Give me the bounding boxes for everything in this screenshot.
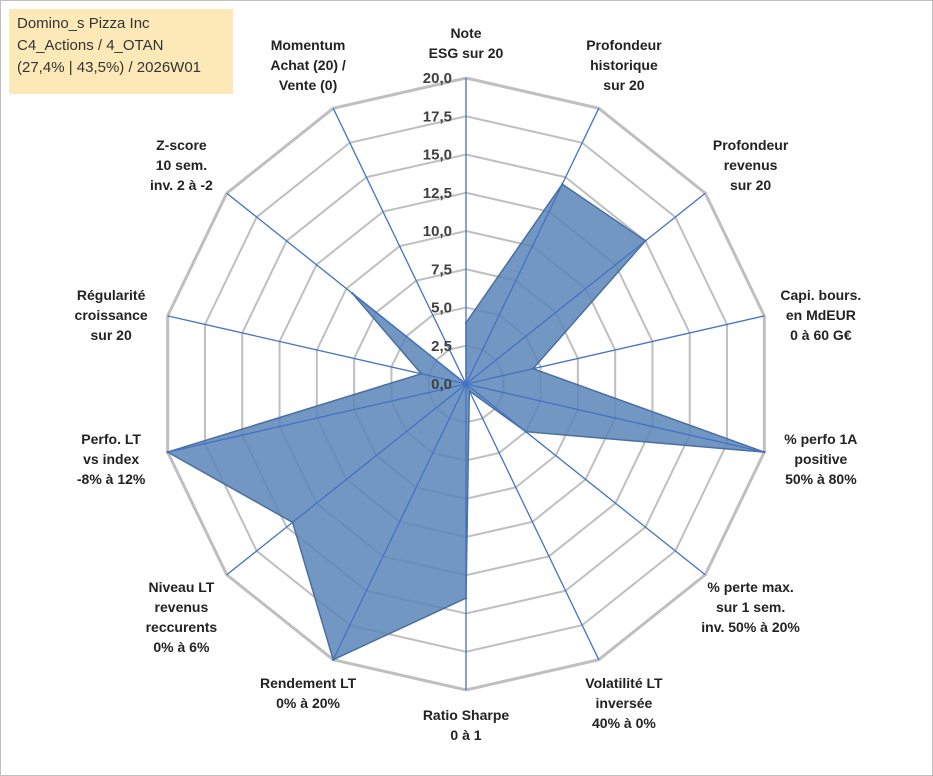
- axis-label-line: Z-score: [156, 137, 207, 153]
- axis-label-line: en MdEUR: [786, 307, 856, 323]
- axis-spoke: [465, 108, 600, 385]
- axis-spoke: [226, 192, 467, 385]
- axis-label-line: inv. 2 à -2: [150, 177, 213, 193]
- tick-label: 17,5: [423, 108, 452, 125]
- axis-label: Z-score 10 sem. inv. 2 à -2: [150, 137, 213, 193]
- axis-label: % perfo 1A positive 50% à 80%: [784, 431, 857, 487]
- axis-label-line: ESG sur 20: [429, 45, 504, 61]
- axis-spoke: [332, 108, 467, 385]
- axis-label-line: 0% à 6%: [153, 639, 210, 655]
- axis-label: % perte max. sur 1 sem. inv. 50% à 20%: [701, 579, 800, 635]
- axis-spoke: [167, 383, 467, 453]
- axis-label: Ratio Sharpe 0 à 1: [423, 707, 510, 743]
- axis-label-line: sur 20: [730, 177, 771, 193]
- radar-axis-labels: Note ESG sur 20 Profondeur historique sur 20…: [75, 25, 862, 743]
- radar-spokes: [167, 78, 765, 690]
- axis-label-line: 0 à 1: [450, 727, 481, 743]
- axis-label-line: 0 à 60 G€: [790, 327, 852, 343]
- info-category: C4_Actions / 4_OTAN: [17, 37, 164, 54]
- axis-label: Profondeur revenus sur 20: [713, 137, 789, 193]
- axis-label-line: Achat (20) /: [270, 57, 346, 73]
- axis-label: Volatilité LT inversée 40% à 0%: [585, 675, 663, 731]
- axis-label-line: sur 20: [603, 77, 644, 93]
- axis-label-line: 40% à 0%: [592, 715, 656, 731]
- tick-label: 5,0: [431, 300, 452, 317]
- axis-label-line: 0% à 20%: [276, 695, 340, 711]
- axis-label-line: Momentum: [271, 37, 346, 53]
- axis-label-line: revenus: [155, 599, 209, 615]
- tick-label: 12,5: [423, 185, 452, 202]
- axis-label-line: Note: [450, 25, 481, 41]
- axis-label-line: 10 sem.: [156, 157, 207, 173]
- axis-spoke: [465, 383, 600, 660]
- axis-label: Momentum Achat (20) / Vente (0): [270, 37, 346, 93]
- tick-label: 0,0: [431, 376, 452, 393]
- axis-label-line: sur 20: [91, 327, 132, 343]
- axis-label-line: croissance: [75, 307, 148, 323]
- axis-label-line: historique: [590, 57, 658, 73]
- axis-label-line: Profondeur: [586, 37, 662, 53]
- tick-label: 10,0: [423, 223, 452, 240]
- axis-label-line: reccurents: [146, 619, 218, 635]
- axis-label-line: Vente (0): [279, 77, 337, 93]
- axis-label: Rendement LT 0% à 20%: [260, 675, 357, 711]
- axis-label-line: Volatilité LT: [585, 675, 663, 691]
- axis-label-line: positive: [794, 451, 847, 467]
- axis-label-line: % perfo 1A: [784, 431, 857, 447]
- axis-label: Régularité croissance sur 20: [75, 287, 148, 343]
- axis-spoke: [226, 383, 467, 576]
- axis-spoke: [332, 383, 467, 660]
- info-company-name: Domino_s Pizza Inc: [17, 15, 150, 32]
- info-stats: (27,4% | 43,5%) / 2026W01: [17, 59, 201, 76]
- tick-label: 7,5: [431, 261, 452, 278]
- axis-label-line: revenus: [724, 157, 778, 173]
- axis-label: Note ESG sur 20: [429, 25, 504, 61]
- tick-label: 2,5: [431, 338, 452, 355]
- axis-label: Profondeur historique sur 20: [586, 37, 662, 93]
- axis-label-line: Perfo. LT: [81, 431, 141, 447]
- axis-spoke: [465, 383, 706, 576]
- tick-label: 20,0: [423, 70, 452, 87]
- axis-label-line: sur 1 sem.: [716, 599, 785, 615]
- axis-label-line: Régularité: [77, 287, 146, 303]
- axis-label-line: Niveau LT: [148, 579, 214, 595]
- radar-tick-labels: 0,0 2,5 5,0 7,5 10,0 12,5 15,0 17,5 20,0: [423, 70, 452, 393]
- axis-spoke: [465, 315, 765, 385]
- axis-label-line: vs index: [83, 451, 139, 467]
- tick-label: 15,0: [423, 147, 452, 164]
- axis-spoke: [465, 192, 706, 385]
- axis-label-line: inv. 50% à 20%: [701, 619, 800, 635]
- axis-label-line: Profondeur: [713, 137, 789, 153]
- axis-label-line: -8% à 12%: [77, 471, 146, 487]
- axis-label: Niveau LT revenus reccurents 0% à 6%: [146, 579, 218, 655]
- axis-label: Capi. bours. en MdEUR 0 à 60 G€: [780, 287, 861, 343]
- axis-label-line: Capi. bours.: [780, 287, 861, 303]
- axis-label-line: Rendement LT: [260, 675, 357, 691]
- axis-label: Perfo. LT vs index -8% à 12%: [77, 431, 146, 487]
- axis-label-line: inversée: [596, 695, 653, 711]
- axis-label-line: 50% à 80%: [785, 471, 857, 487]
- axis-spoke: [465, 383, 765, 453]
- axis-spoke: [167, 315, 467, 385]
- axis-label-line: Ratio Sharpe: [423, 707, 510, 723]
- axis-label-line: % perte max.: [707, 579, 793, 595]
- info-box: Domino_s Pizza Inc C4_Actions / 4_OTAN (…: [9, 9, 233, 94]
